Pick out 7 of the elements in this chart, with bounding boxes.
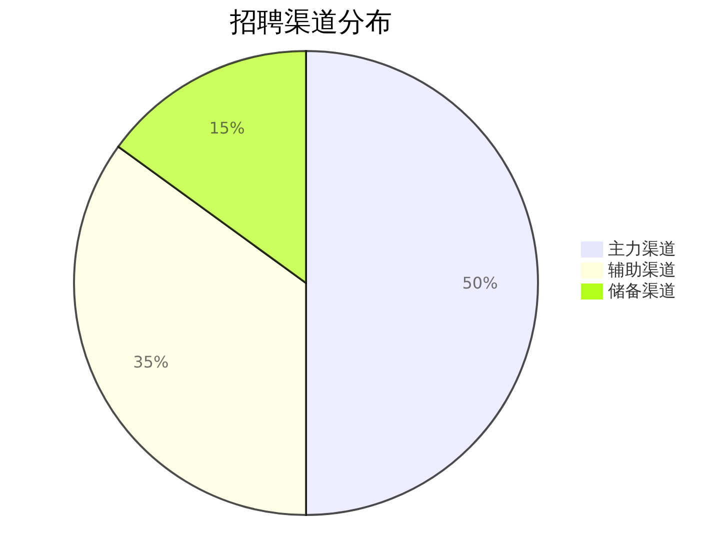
- legend-label: 储备渠道: [608, 282, 676, 302]
- legend-label: 辅助渠道: [608, 260, 676, 280]
- data-label: 35%: [133, 352, 169, 372]
- data-label: 15%: [209, 118, 245, 138]
- legend-label: 主力渠道: [608, 240, 676, 260]
- chart-title: 招聘渠道分布: [229, 7, 392, 38]
- data-label: 50%: [462, 274, 498, 292]
